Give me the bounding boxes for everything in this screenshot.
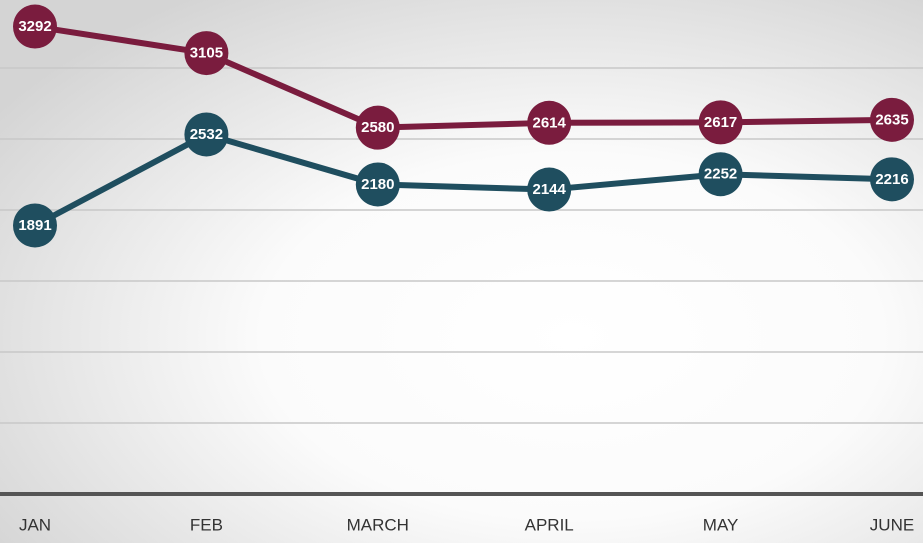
point [355, 105, 400, 150]
point [184, 112, 229, 157]
point [527, 100, 572, 145]
x-tick-label: FEB [190, 515, 223, 534]
value-label: 2180 [361, 176, 394, 193]
point [13, 203, 57, 248]
point [870, 157, 914, 202]
value-label: 2532 [190, 126, 223, 143]
x-tick-label: JAN [19, 515, 51, 534]
value-label: 2252 [704, 166, 737, 183]
x-tick-label: APRIL [525, 515, 574, 534]
x-tick-label: MAY [703, 515, 739, 534]
value-label: 2144 [533, 181, 567, 198]
value-label: 1891 [18, 217, 51, 234]
value-label: 2216 [875, 171, 908, 188]
value-label: 2614 [533, 114, 567, 131]
point [698, 152, 743, 197]
point [870, 97, 914, 142]
series-line [34, 23, 893, 131]
value-label: 3292 [18, 18, 51, 35]
value-label: 3105 [190, 45, 223, 62]
point [527, 167, 572, 212]
point [698, 100, 743, 145]
series-line [33, 131, 893, 229]
value-label: 2617 [704, 114, 737, 131]
point [355, 162, 400, 207]
point [184, 31, 229, 76]
point [13, 4, 57, 49]
x-tick-label: MARCH [347, 515, 409, 534]
value-label: 2635 [875, 111, 908, 128]
value-label: 2580 [361, 119, 394, 136]
x-tick-label: JUNE [870, 515, 914, 534]
